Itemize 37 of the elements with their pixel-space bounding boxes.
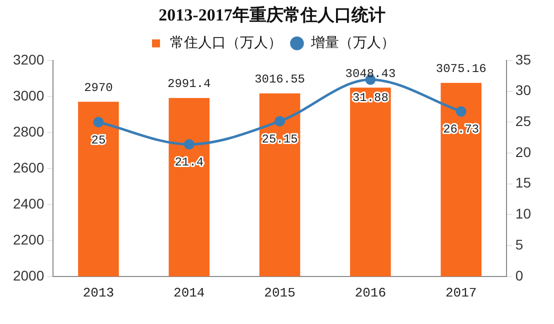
y2-tick-label: 20 xyxy=(515,144,532,160)
data-label: 2991.4 xyxy=(168,77,211,92)
y2-tick-label: 15 xyxy=(515,174,532,191)
data-label: 25.15 xyxy=(262,132,298,146)
point xyxy=(274,116,286,126)
point xyxy=(93,116,104,128)
y-tick-label: 2800 xyxy=(12,123,44,140)
y2-tick-label: 0 xyxy=(515,267,524,284)
data-label: 25 xyxy=(91,133,106,148)
y-tick-label: 2000 xyxy=(12,267,44,284)
point xyxy=(456,106,466,117)
data-label: 31.88 xyxy=(352,90,388,105)
chart-title: 2013-2017年重庆常住人口统计 xyxy=(158,6,386,25)
y2-tick-label: 35 xyxy=(515,51,532,68)
data-label: 3048.43 xyxy=(345,66,396,81)
data-label: 3075.16 xyxy=(436,62,486,76)
y-tick-label: 3000 xyxy=(12,87,44,104)
y2-tick-label: 30 xyxy=(515,82,532,98)
x-tick-label: 2013 xyxy=(82,286,114,301)
y2-tick-label: 25 xyxy=(515,112,532,129)
x-tick-label: 2014 xyxy=(174,286,205,301)
data-label: 2970 xyxy=(84,80,113,95)
data-label: 21.4 xyxy=(174,156,204,170)
x-tick-label: 2016 xyxy=(354,286,386,301)
x-tick-label: 2015 xyxy=(264,286,296,301)
y-tick-label: 3200 xyxy=(12,51,44,68)
y-tick-label: 2600 xyxy=(12,159,44,176)
data-label: 26.73 xyxy=(443,122,480,137)
point xyxy=(184,139,194,150)
legend-label: 常住人口（万人） xyxy=(170,35,282,52)
y-tick-label: 2400 xyxy=(12,195,44,212)
x-tick-label: 2017 xyxy=(445,286,477,301)
y-tick-label: 2200 xyxy=(12,231,44,248)
data-label: 3016.55 xyxy=(254,72,305,87)
y2-tick-label: 5 xyxy=(515,236,524,252)
y2-tick-label: 10 xyxy=(515,206,532,222)
legend-label: 增量（万人） xyxy=(310,35,395,52)
